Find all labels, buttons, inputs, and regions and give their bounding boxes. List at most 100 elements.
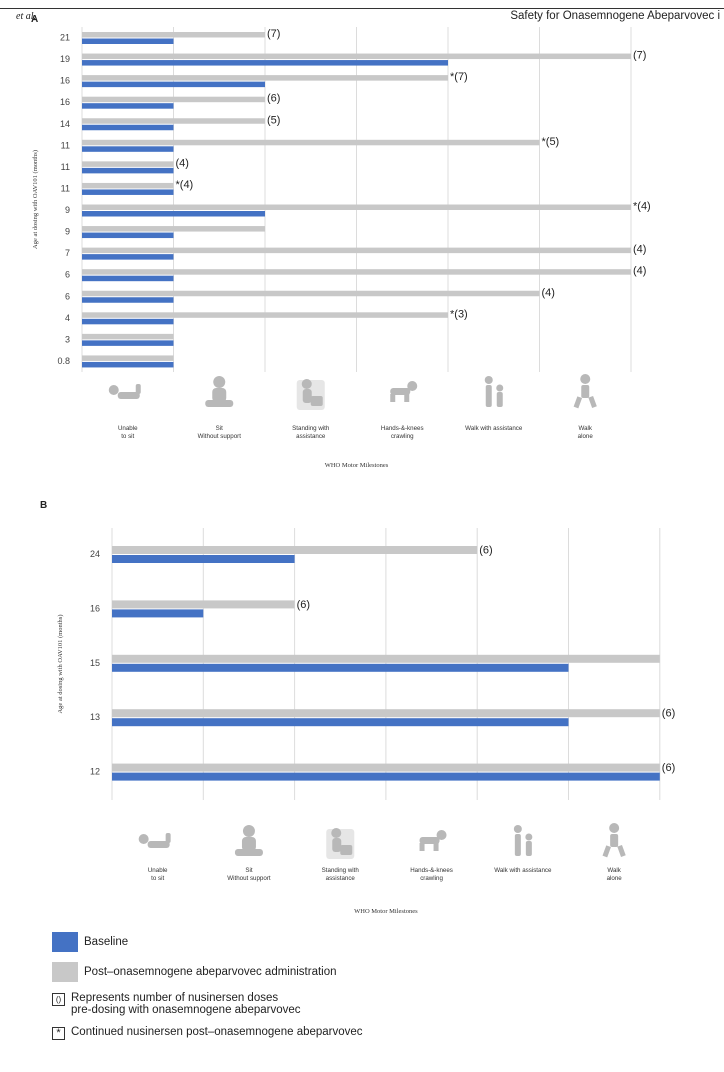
bar-post <box>112 546 478 554</box>
panel-a-letter: A <box>31 14 39 25</box>
x-tick-label: Without support <box>198 433 242 440</box>
y-tick-label: 13 <box>90 712 100 722</box>
x-tick-label: Unable <box>118 425 138 432</box>
y-tick-label: 9 <box>65 227 70 237</box>
x-tick-label: Walk <box>607 867 621 874</box>
legend-baseline-label: Baseline <box>84 936 129 948</box>
legend-baseline-swatch <box>52 932 78 952</box>
bar-baseline <box>82 81 265 88</box>
bar-post <box>82 355 174 361</box>
x-tick-label: Unable <box>148 867 168 874</box>
dose-annotation: (4) <box>633 265 646 277</box>
lying-child-icon <box>108 384 141 399</box>
walking-assisted-icon <box>513 825 533 856</box>
y-tick-label: 11 <box>61 162 70 172</box>
x-tick-label: Without support <box>227 875 271 882</box>
y-tick-label: 24 <box>90 549 100 559</box>
sitting-child-icon <box>234 825 263 856</box>
bar-post <box>112 709 660 718</box>
dose-annotation: (7) <box>633 50 646 62</box>
sitting-child-icon <box>205 376 234 407</box>
dose-annotation: *(4) <box>176 179 194 191</box>
legend-post-swatch <box>52 962 78 982</box>
legend-parentheses: () Represents number of nusinersen doses… <box>52 992 363 1016</box>
y-tick-label: 21 <box>60 33 70 43</box>
bar-post <box>82 312 448 318</box>
bar-baseline <box>82 318 174 325</box>
y-tick-label: 11 <box>61 140 70 150</box>
bar-baseline <box>82 60 448 66</box>
y-tick-label: 16 <box>60 76 70 86</box>
y-tick-label: 0.8 <box>57 356 70 366</box>
y-tick-label: 16 <box>90 603 100 613</box>
x-tick-label: Walk with assistance <box>494 867 552 874</box>
crawling-child-icon <box>390 381 418 402</box>
x-tick-label: crawling <box>420 875 443 882</box>
dose-annotation: (6) <box>267 93 280 105</box>
dose-annotation: *(5) <box>542 136 560 148</box>
y-tick-label: 6 <box>65 270 70 280</box>
walking-assisted-icon <box>484 376 504 407</box>
legend: Baseline Post–onasemnogene abeparvovec a… <box>52 932 363 1050</box>
legend-baseline: Baseline <box>52 932 363 952</box>
dose-annotation: (7) <box>267 28 280 40</box>
bar-baseline <box>82 124 174 131</box>
y-tick-label: 3 <box>65 334 70 344</box>
bar-baseline <box>82 146 174 152</box>
bar-post <box>82 269 631 275</box>
bar-post <box>82 118 265 124</box>
dose-annotation: (6) <box>662 708 675 720</box>
dose-annotation: (4) <box>633 244 646 256</box>
bar-post <box>82 139 540 146</box>
bar-post <box>82 53 631 60</box>
bar-post <box>82 161 174 167</box>
bar-post <box>82 204 631 210</box>
y-tick-label: 14 <box>60 119 70 129</box>
bar-baseline <box>112 772 660 781</box>
bar-post <box>82 247 631 254</box>
chart-a: 21 (7) 19 (7) 16 *(7) 16 (6) 14 (5) 11 *(5) 11 (4) 11 *… <box>32 27 651 469</box>
legend-parentheses-line1: Represents number of nusinersen doses <box>71 992 279 1004</box>
bar-baseline <box>82 275 174 282</box>
dose-annotation: *(4) <box>633 201 651 213</box>
dose-annotation: (5) <box>267 114 280 126</box>
crawling-child-icon <box>419 830 447 851</box>
y-tick-label: 11 <box>61 183 70 193</box>
bar-baseline <box>82 232 174 239</box>
x-tick-label: alone <box>578 433 594 440</box>
x-tick-label: Hands-&-knees <box>381 425 424 432</box>
bar-post <box>112 763 660 772</box>
bar-post <box>82 226 265 232</box>
dose-annotation: (6) <box>662 762 675 774</box>
header-rule <box>0 8 724 9</box>
y-tick-label: 16 <box>60 97 70 107</box>
dose-annotation: (4) <box>176 157 189 169</box>
bar-post <box>82 32 265 38</box>
bar-baseline <box>82 103 174 109</box>
walking-child-icon <box>602 823 626 858</box>
legend-star-label: Continued nusinersen post–onasemnogene a… <box>71 1026 363 1038</box>
legend-parentheses-line2: pre-dosing with onasemnogene abeparvovec <box>71 1004 301 1016</box>
dose-annotation: *(3) <box>450 308 468 320</box>
bar-baseline <box>112 609 204 618</box>
bar-post <box>82 290 540 297</box>
bar-post <box>112 654 660 663</box>
x-tick-label: alone <box>607 875 623 882</box>
legend-star: * Continued nusinersen post–onasemnogene… <box>52 1026 363 1040</box>
x-tick-label: crawling <box>391 433 414 440</box>
walking-child-icon <box>573 374 597 409</box>
y-tick-label: 9 <box>65 205 70 215</box>
bar-baseline <box>82 297 174 303</box>
legend-post: Post–onasemnogene abeparvovec administra… <box>52 962 363 982</box>
bar-baseline <box>112 718 569 727</box>
standing-child-icon <box>326 828 355 859</box>
lying-child-icon <box>138 833 171 848</box>
legend-parentheses-text: Represents number of nusinersen doses pr… <box>71 992 301 1016</box>
bar-post <box>82 182 174 189</box>
y-tick-label: 7 <box>65 248 70 258</box>
y-tick-label: 15 <box>90 658 100 668</box>
dose-annotation: (6) <box>479 545 492 557</box>
bar-post <box>82 333 174 340</box>
y-axis-title: Age at dosing with OAV101 (months) <box>32 150 39 249</box>
